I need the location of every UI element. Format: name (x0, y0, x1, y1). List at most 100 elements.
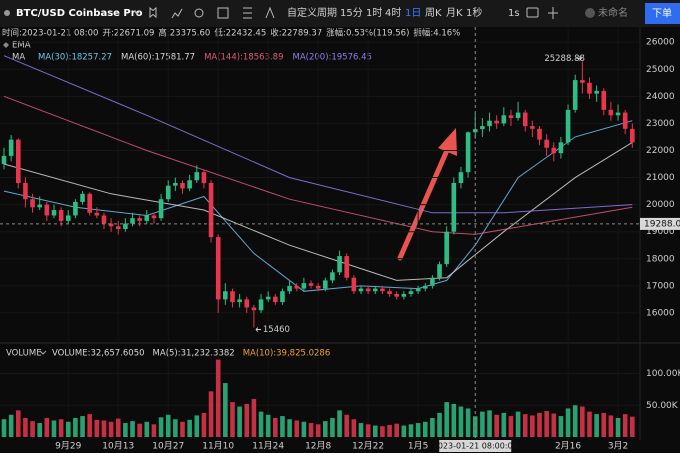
volume-bar (601, 412, 607, 437)
candle-body (173, 182, 178, 186)
volume-bar (451, 404, 457, 437)
crosshair-price-label: 19288.00 (644, 219, 680, 229)
candle-body (73, 201, 78, 216)
custom-period[interactable]: 自定义周期 (287, 6, 337, 19)
volume-bar (480, 411, 485, 437)
candle-body (201, 172, 207, 183)
period-tab[interactable]: 15分 (340, 7, 363, 19)
template-icon[interactable] (217, 7, 229, 19)
favorite-icon[interactable] (149, 6, 157, 19)
period-tab[interactable]: 1时 (366, 7, 382, 19)
order-button-label[interactable]: 下单 (652, 8, 672, 20)
volume-dropdown[interactable] (39, 350, 47, 355)
avatar[interactable] (585, 8, 595, 18)
candle-body (94, 212, 100, 216)
candle-body (44, 204, 50, 216)
volume-bar (187, 419, 192, 437)
symbol-dropdown[interactable] (133, 10, 141, 15)
volume-bar (15, 410, 21, 437)
order-button[interactable] (645, 3, 680, 24)
volume-bar (615, 417, 621, 437)
volume-bar (594, 414, 599, 437)
volume-bar (401, 425, 407, 437)
x-tick-label: 10月13 (102, 441, 134, 452)
y-tick-label: 16000 (646, 308, 675, 318)
y-tick-label: 19000 (646, 227, 675, 237)
menu-dot[interactable] (4, 10, 10, 16)
volume-bar (608, 415, 614, 437)
candle-body (323, 280, 328, 289)
list-icon[interactable] (243, 7, 252, 19)
candle-body (401, 293, 407, 297)
settings-icon[interactable] (194, 8, 204, 18)
candle-body (508, 115, 514, 118)
candle-body (530, 126, 535, 129)
period-tab[interactable]: 月K (446, 7, 463, 19)
volume-bar (80, 416, 85, 437)
volume-bar (87, 414, 92, 437)
candle-body (165, 185, 171, 200)
ohlc-info: 振幅:4.16% (413, 28, 460, 39)
candle-body (465, 132, 471, 173)
volume-bar (323, 421, 328, 437)
volume-bar (437, 412, 442, 437)
y-tick-label: 17000 (646, 281, 675, 291)
volume-bar (530, 415, 535, 437)
symbol[interactable]: BTC/USD Coinbase Pro (16, 8, 143, 19)
period-tab[interactable]: 4时 (385, 7, 401, 19)
candle-body (608, 109, 614, 116)
compare-icon[interactable] (265, 6, 275, 19)
candle-body (58, 210, 64, 221)
camera-icon[interactable] (526, 7, 539, 18)
volume-bar (308, 423, 314, 437)
volume-bar (194, 415, 200, 437)
volume-bar (94, 419, 100, 437)
volume-bar (622, 414, 628, 437)
volume-bar (258, 411, 264, 437)
candle-body (494, 120, 499, 124)
candle-body (194, 172, 200, 181)
volume-bar (408, 424, 414, 437)
volume-bar (387, 424, 392, 437)
volume-bar (65, 421, 71, 437)
volume-bar (544, 410, 549, 437)
candle-body (265, 296, 271, 300)
candle-body (308, 283, 314, 286)
volume-bar (230, 402, 235, 437)
period-tab[interactable]: 1秒 (466, 6, 482, 19)
candle-body (537, 128, 542, 140)
volume-bar (137, 423, 142, 437)
volume-bar (565, 408, 571, 437)
candle-body (273, 296, 278, 303)
candle-body (51, 210, 57, 216)
candle-body (365, 288, 371, 292)
candle-body (487, 120, 492, 127)
volume-bar (123, 423, 128, 437)
candle-body (287, 285, 292, 292)
ma-legend: MA(200):19576.45 (293, 53, 372, 63)
volume-bar (351, 419, 357, 437)
candle-body (130, 218, 135, 224)
ma-line (3, 95, 633, 235)
period-tab[interactable]: 1日 (405, 8, 421, 19)
ma-label: MA (12, 53, 25, 63)
candle-body (223, 291, 228, 300)
volume-bar (1, 419, 7, 437)
period-tab[interactable]: 周K (425, 7, 442, 19)
candle-body (301, 283, 307, 289)
candle-body (444, 231, 449, 265)
volume-bar (494, 414, 499, 437)
seconds-toggle[interactable]: 1s (508, 8, 520, 19)
candle-body (601, 90, 607, 110)
layout-name[interactable]: 未命名 (598, 6, 628, 19)
candle-body (180, 182, 185, 189)
volume-bar (130, 421, 135, 437)
candle-body (115, 226, 121, 229)
fullscreen-icon[interactable] (548, 7, 558, 19)
candle-body (587, 82, 592, 94)
volume-bar (315, 424, 321, 437)
volume-bar (501, 412, 507, 437)
indicator-icon[interactable] (171, 8, 183, 19)
volume-bar (587, 411, 592, 437)
